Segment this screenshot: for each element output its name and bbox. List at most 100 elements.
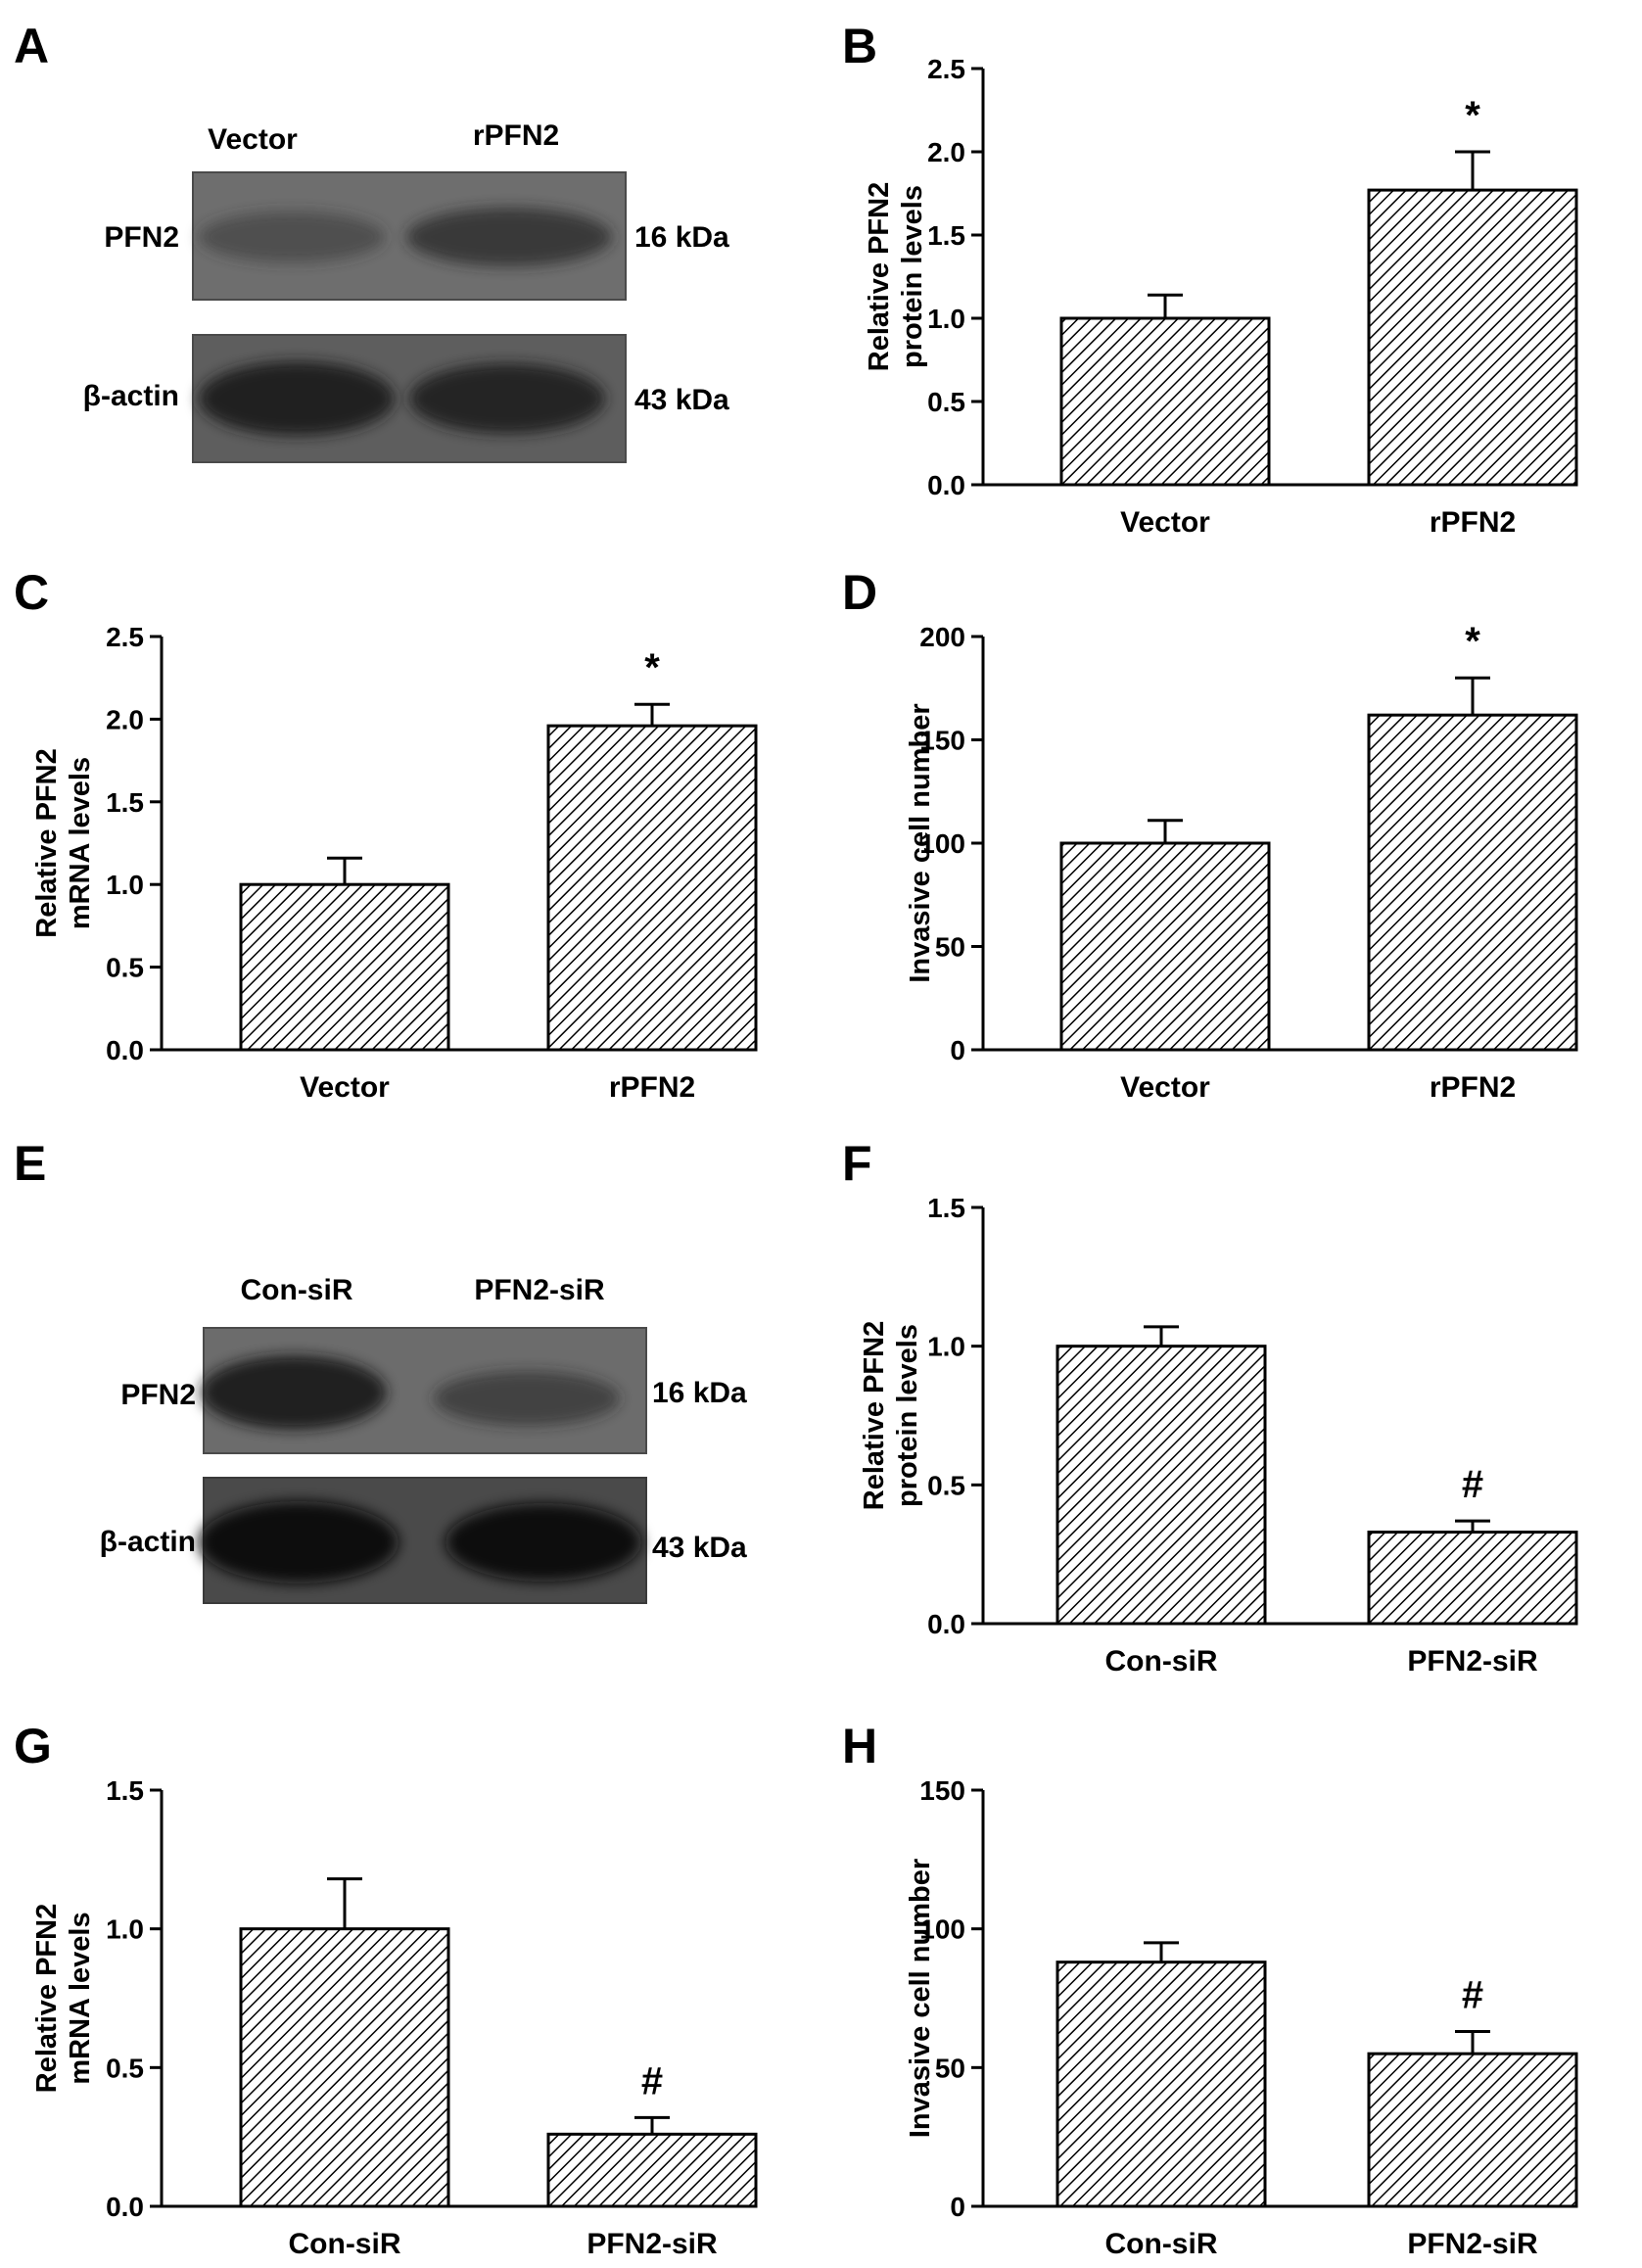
blot-a-size-label: 43 kDa bbox=[634, 384, 729, 416]
blot-e-lane-label: PFN2-siR bbox=[474, 1274, 605, 1306]
blot-a-band bbox=[406, 208, 612, 266]
bar bbox=[1367, 713, 1578, 1052]
blot-a-band bbox=[409, 363, 605, 434]
blot-e-row-label: PFN2 bbox=[120, 1379, 196, 1411]
y-axis-title: mRNA levels bbox=[65, 757, 96, 929]
y-tick-label: 0.5 bbox=[106, 2053, 144, 2083]
bar bbox=[1367, 188, 1578, 487]
x-category-label: Con-siR bbox=[1105, 1645, 1218, 1677]
y-tick-label: 200 bbox=[919, 622, 965, 652]
bar bbox=[239, 1927, 450, 2208]
panel-letter-h: H bbox=[842, 1719, 877, 1773]
y-tick-label: 150 bbox=[919, 1775, 965, 1806]
y-axis-title: Invasive cell number bbox=[905, 1859, 936, 2138]
x-category-label: PFN2-siR bbox=[586, 2228, 718, 2260]
blot-a-band bbox=[199, 212, 385, 262]
western-blot-a: Vector rPFN2 PFN2 16 kDa β-actin 43 kDa bbox=[83, 119, 729, 463]
panel-letter-g: G bbox=[14, 1719, 52, 1773]
y-tick-label: 1.5 bbox=[106, 1775, 144, 1806]
bar bbox=[1367, 1531, 1578, 1626]
y-axis-title: Relative PFN2 bbox=[864, 182, 895, 371]
y-axis-title: mRNA levels bbox=[65, 1912, 96, 2084]
y-axis-title: protein levels bbox=[892, 1324, 923, 1507]
blot-e-band bbox=[446, 1503, 641, 1582]
bar bbox=[546, 2132, 758, 2208]
blot-a-row-label: PFN2 bbox=[104, 221, 179, 254]
y-tick-label: 0.5 bbox=[927, 1470, 965, 1500]
x-category-label: Vector bbox=[1120, 506, 1210, 539]
y-tick-label: 2.0 bbox=[106, 704, 144, 734]
blot-a-lane-label: rPFN2 bbox=[473, 119, 559, 152]
y-tick-label: 0 bbox=[950, 2192, 965, 2222]
panel-letter-f: F bbox=[842, 1136, 872, 1191]
chart-panel-f: 0.0 0.5 1.0 1.5 Relative PFN2 protein levels C… bbox=[859, 1193, 1578, 1677]
y-tick-label: 2.5 bbox=[927, 54, 965, 84]
y-tick-label: 100 bbox=[919, 1914, 965, 1945]
y-axis-title: Relative PFN2 bbox=[31, 748, 63, 937]
bar bbox=[239, 882, 450, 1052]
x-category-label: Vector bbox=[300, 1071, 390, 1104]
y-tick-label: 1.0 bbox=[106, 870, 144, 900]
significance-marker: * bbox=[644, 646, 660, 689]
western-blot-e: Con-siR PFN2-siR PFN2 16 kDa β-actin 43 … bbox=[100, 1274, 747, 1604]
chart-panel-c: 0.0 0.5 1.0 1.5 2.0 2.5 Relative PFN2 mRNA leve… bbox=[31, 622, 758, 1104]
panel-letter-c: C bbox=[14, 565, 49, 620]
y-axis-title: protein levels bbox=[897, 185, 928, 368]
panel-letter-e: E bbox=[14, 1136, 46, 1191]
y-tick-label: 50 bbox=[935, 2053, 965, 2083]
significance-marker: # bbox=[1462, 1463, 1483, 1506]
chart-panel-g: 0.0 0.5 1.0 1.5 Relative PFN2 mRNA levels Con-… bbox=[31, 1775, 758, 2260]
x-category-label: rPFN2 bbox=[609, 1071, 695, 1104]
y-tick-label: 0.5 bbox=[106, 953, 144, 983]
chart-panel-h: 0 50 100 150 Invasive cell number Con-siR PFN2… bbox=[905, 1775, 1578, 2260]
y-tick-label: 150 bbox=[919, 726, 965, 756]
blot-a-lane-label: Vector bbox=[208, 123, 298, 156]
x-category-label: Con-siR bbox=[1105, 2228, 1218, 2260]
y-tick-label: 0 bbox=[950, 1035, 965, 1065]
y-tick-label: 1.0 bbox=[927, 1332, 965, 1362]
y-tick-label: 0.0 bbox=[106, 1035, 144, 1065]
x-category-label: rPFN2 bbox=[1430, 1071, 1516, 1104]
y-tick-label: 0.0 bbox=[927, 470, 965, 500]
bar bbox=[546, 724, 758, 1052]
y-tick-label: 50 bbox=[935, 932, 965, 963]
x-category-label: PFN2-siR bbox=[1407, 1645, 1538, 1677]
y-axis-title: Invasive cell number bbox=[905, 703, 936, 982]
panel-letter-d: D bbox=[842, 565, 877, 620]
blot-e-size-label: 43 kDa bbox=[652, 1532, 747, 1564]
bar bbox=[1059, 316, 1271, 487]
y-tick-label: 1.5 bbox=[106, 787, 144, 818]
panel-letter-a: A bbox=[14, 19, 49, 73]
y-axis-title: Relative PFN2 bbox=[859, 1321, 890, 1510]
blot-a-size-label: 16 kDa bbox=[634, 221, 729, 254]
blot-e-band bbox=[201, 1355, 387, 1430]
bar bbox=[1059, 841, 1271, 1052]
y-tick-label: 100 bbox=[919, 828, 965, 859]
chart-panel-b: 0.0 0.5 1.0 1.5 2.0 2.5 Relative PFN2 protein l… bbox=[864, 54, 1578, 539]
x-category-label: Vector bbox=[1120, 1071, 1210, 1104]
significance-marker: # bbox=[641, 2059, 663, 2103]
blot-a-row-label: β-actin bbox=[83, 380, 179, 412]
y-tick-label: 1.5 bbox=[927, 220, 965, 251]
y-tick-label: 2.5 bbox=[106, 622, 144, 652]
blot-e-size-label: 16 kDa bbox=[652, 1377, 747, 1409]
y-tick-label: 0.5 bbox=[927, 387, 965, 417]
panel-letter-b: B bbox=[842, 19, 877, 73]
y-tick-label: 1.0 bbox=[927, 304, 965, 334]
significance-marker: * bbox=[1465, 94, 1480, 137]
blot-e-row-label: β-actin bbox=[100, 1526, 196, 1558]
bar bbox=[1367, 2052, 1578, 2208]
blot-e-band bbox=[434, 1371, 620, 1426]
blot-a-band bbox=[199, 361, 395, 436]
blot-e-lane-label: Con-siR bbox=[241, 1274, 353, 1306]
significance-marker: * bbox=[1465, 620, 1480, 663]
y-tick-label: 1.0 bbox=[106, 1914, 144, 1945]
y-tick-label: 2.0 bbox=[927, 137, 965, 167]
x-category-label: rPFN2 bbox=[1430, 506, 1516, 539]
y-axis-title: Relative PFN2 bbox=[31, 1904, 63, 2093]
x-category-label: PFN2-siR bbox=[1407, 2228, 1538, 2260]
y-tick-label: 0.0 bbox=[927, 1609, 965, 1639]
blot-e-band bbox=[199, 1501, 399, 1583]
